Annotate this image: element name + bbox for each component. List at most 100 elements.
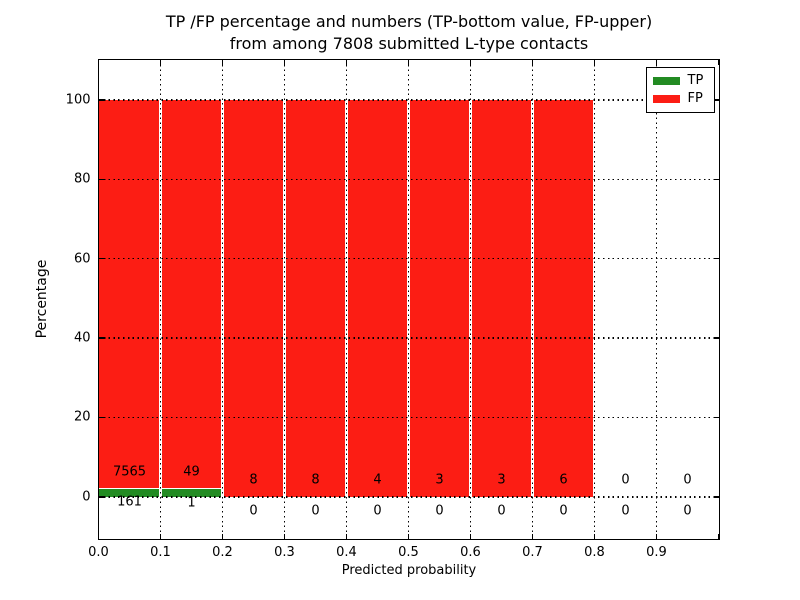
x-tick-top <box>717 59 720 65</box>
x-axis-label: Predicted probability <box>341 563 477 578</box>
x-tick-label: 0.2 <box>212 544 233 560</box>
fp-bar-segment <box>98 99 159 489</box>
x-tick-top <box>655 59 658 65</box>
gridline-horizontal <box>98 416 719 419</box>
tp-bar-segment <box>162 488 221 497</box>
y-tick-label: 60 <box>73 251 91 267</box>
gridline-vertical <box>221 59 224 539</box>
legend: TP FP <box>645 66 715 113</box>
x-tick-label: 0.3 <box>274 544 295 560</box>
y-tick-label: 40 <box>73 330 91 346</box>
x-tick-label: 0.1 <box>150 544 171 560</box>
gridline-vertical <box>531 59 534 539</box>
fp-count-label: 8 <box>311 472 320 488</box>
tp-count-label: 0 <box>249 503 258 519</box>
x-tick-bottom <box>717 533 720 539</box>
x-tick-top <box>469 59 472 65</box>
gridline-vertical <box>283 59 286 539</box>
y-tick-label: 80 <box>73 171 91 187</box>
gridline-horizontal <box>98 99 719 101</box>
fp-bar-segment <box>410 99 469 497</box>
fp-count-label: 8 <box>249 472 258 488</box>
tp-count-label: 0 <box>559 503 568 519</box>
gridline-vertical <box>345 59 348 539</box>
y-tick-left <box>98 178 104 181</box>
y-tick-right <box>713 496 719 498</box>
tp-count-label: 0 <box>311 503 320 519</box>
fp-count-label: 4 <box>373 472 382 488</box>
x-tick-bottom <box>97 533 100 539</box>
gridline-vertical <box>407 59 410 539</box>
x-tick-bottom <box>159 533 162 539</box>
x-tick-top <box>221 59 224 65</box>
x-tick-bottom <box>221 533 224 539</box>
x-tick-bottom <box>531 533 534 539</box>
y-tick-right <box>713 99 719 101</box>
tp-count-label: 0 <box>497 503 506 519</box>
gridline-horizontal <box>98 337 719 339</box>
y-tick-left <box>98 416 104 419</box>
x-tick-bottom <box>283 533 286 539</box>
tp-count-label: 161 <box>117 494 142 510</box>
x-tick-label: 0.6 <box>460 544 481 560</box>
plot-area: TP FP 0.0 0.1 0.2 0.3 0.4 0.5 0.6 0.7 0.8 0.9 0 20 4… <box>66 58 720 560</box>
y-tick-left <box>98 496 104 498</box>
y-tick-left <box>98 99 104 101</box>
y-tick-right <box>713 416 719 419</box>
tp-count-label: 0 <box>621 503 630 519</box>
y-tick-right <box>713 178 719 181</box>
legend-item-fp: FP <box>652 91 708 106</box>
chart-title-line2: from among 7808 submitted L-type contact… <box>229 34 589 53</box>
gridline-vertical <box>593 59 596 539</box>
fp-count-label: 0 <box>621 472 630 488</box>
gridline-vertical <box>469 59 472 539</box>
x-tick-top <box>283 59 286 65</box>
x-tick-top <box>593 59 596 65</box>
tp-count-label: 0 <box>435 503 444 519</box>
y-tick-right <box>713 337 719 339</box>
legend-item-tp: TP <box>652 73 708 88</box>
x-tick-label: 0.4 <box>336 544 357 560</box>
x-tick-label: 0.5 <box>398 544 419 560</box>
fp-count-label: 0 <box>683 472 692 488</box>
fp-bar-segment <box>224 99 283 497</box>
gridline-horizontal <box>98 178 719 181</box>
x-tick-bottom <box>345 533 348 539</box>
fp-bar-segment <box>348 99 407 497</box>
gridline-vertical <box>159 59 162 539</box>
x-tick-label: 0.9 <box>646 544 667 560</box>
gridline-horizontal <box>98 258 719 260</box>
x-tick-bottom <box>593 533 596 539</box>
x-tick-top <box>159 59 162 65</box>
tp-count-label: 0 <box>683 503 692 519</box>
tp-bar-segment <box>98 488 159 497</box>
x-tick-top <box>531 59 534 65</box>
tp-swatch-icon <box>652 76 680 85</box>
fp-count-label: 49 <box>183 464 200 480</box>
y-tick-label: 20 <box>73 409 91 425</box>
x-tick-label: 0.7 <box>522 544 543 560</box>
fp-bar-segment <box>472 99 531 497</box>
y-tick-left <box>98 257 104 260</box>
fp-count-label: 7565 <box>112 464 147 479</box>
tp-count-label: 1 <box>187 495 196 511</box>
fp-bar-segment <box>162 99 221 489</box>
y-axis-label: Percentage <box>34 259 50 339</box>
legend-label-fp: FP <box>687 91 703 106</box>
x-tick-top <box>345 59 348 65</box>
y-tick-label: 0 <box>82 489 91 505</box>
legend-label-tp: TP <box>687 73 704 88</box>
tp-count-label: 0 <box>373 503 382 519</box>
chart-title-line1: TP /FP percentage and numbers (TP-bottom… <box>165 12 653 31</box>
y-tick-left <box>98 337 104 339</box>
x-tick-label: 0.0 <box>88 544 109 560</box>
gridline-horizontal <box>98 496 719 498</box>
fp-count-label: 3 <box>497 472 506 488</box>
fp-count-label: 3 <box>435 472 444 488</box>
y-tick-label: 100 <box>65 92 91 108</box>
x-tick-top <box>97 59 100 65</box>
x-tick-bottom <box>469 533 472 539</box>
fp-bar-segment <box>534 99 593 497</box>
fp-bar-segment <box>286 99 345 497</box>
